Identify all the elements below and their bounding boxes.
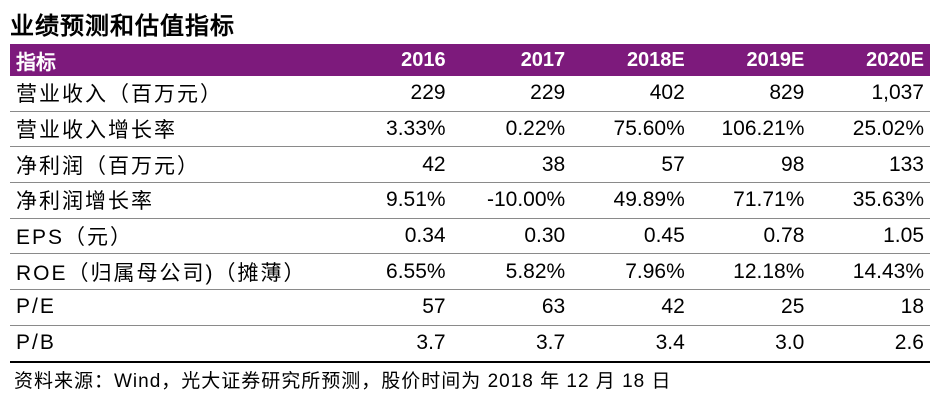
row-label: 营业收入（百万元）: [10, 76, 332, 112]
table-cell: 98: [690, 146, 811, 184]
row-label: 净利润（百万元）: [10, 146, 332, 184]
header-cell-2017: 2017: [451, 44, 572, 76]
table-cell: 1,037: [810, 76, 930, 112]
table-cell: 229: [451, 76, 572, 112]
table-cell: 75.60%: [571, 111, 691, 148]
table-cell: 7.96%: [571, 253, 691, 291]
table-cell: 9.51%: [332, 182, 452, 219]
table-cell: 0.34: [332, 218, 452, 255]
table-row: P/E 57 63 42 25 18: [10, 289, 930, 326]
table-cell: 3.4: [571, 325, 691, 363]
table-cell: 0.78: [690, 218, 811, 255]
table-cell: 38: [451, 146, 572, 184]
table-cell: 35.63%: [810, 182, 930, 219]
row-label: P/E: [10, 289, 332, 326]
table-cell: 5.82%: [451, 253, 572, 291]
table-row: EPS（元） 0.34 0.30 0.45 0.78 1.05: [10, 218, 930, 255]
table-cell: 18: [810, 289, 930, 326]
table-cell: 3.33%: [332, 111, 452, 148]
table-cell: 12.18%: [690, 253, 811, 291]
table-row: 净利润（百万元） 42 38 57 98 133: [10, 146, 930, 184]
row-label: 净利润增长率: [10, 182, 332, 219]
table-cell: 229: [332, 76, 452, 112]
table-cell: 49.89%: [571, 182, 691, 219]
forecast-valuation-table: 指标 2016 2017 2018E 2019E 2020E 营业收入（百万元）…: [10, 44, 930, 363]
table-cell: 25: [690, 289, 811, 326]
table-row: ROE（归属母公司)（摊薄） 6.55% 5.82% 7.96% 12.18% …: [10, 253, 930, 291]
table-row: 营业收入（百万元） 229 229 402 829 1,037: [10, 76, 930, 112]
header-cell-2018e: 2018E: [571, 44, 691, 76]
table-cell: 6.55%: [332, 253, 452, 291]
table-cell: 1.05: [810, 218, 930, 255]
table-cell: -10.00%: [451, 182, 572, 219]
table-cell: 0.30: [451, 218, 572, 255]
table-cell: 133: [810, 146, 930, 184]
table-cell: 25.02%: [810, 111, 930, 148]
row-label: EPS（元）: [10, 218, 332, 255]
table-cell: 402: [571, 76, 691, 112]
table-cell: 42: [571, 289, 691, 326]
table-cell: 63: [451, 289, 572, 326]
table-cell: 0.45: [571, 218, 691, 255]
table-row: 净利润增长率 9.51% -10.00% 49.89% 71.71% 35.63…: [10, 182, 930, 219]
table-cell: 2.6: [810, 325, 930, 363]
table-cell: 3.0: [690, 325, 811, 363]
header-cell-indicator: 指标: [10, 44, 332, 76]
table-cell: 829: [690, 76, 811, 112]
table-cell: 106.21%: [690, 111, 811, 148]
table-title: 业绩预测和估值指标: [10, 12, 235, 40]
row-label: ROE（归属母公司)（摊薄）: [10, 253, 332, 291]
header-cell-2016: 2016: [332, 44, 452, 76]
row-label: P/B: [10, 325, 332, 363]
table-cell: 0.22%: [451, 111, 572, 148]
table-cell: 71.71%: [690, 182, 811, 219]
table-cell: 3.7: [451, 325, 572, 363]
table-row: 营业收入增长率 3.33% 0.22% 75.60% 106.21% 25.02…: [10, 111, 930, 148]
header-cell-2019e: 2019E: [690, 44, 811, 76]
table-header-row: 指标 2016 2017 2018E 2019E 2020E: [10, 44, 930, 76]
table-cell: 42: [332, 146, 452, 184]
table-cell: 57: [332, 289, 452, 326]
header-cell-2020e: 2020E: [810, 44, 930, 76]
table-cell: 14.43%: [810, 253, 930, 291]
source-note: 资料来源：Wind，光大证券研究所预测，股价时间为 2018 年 12 月 18…: [14, 371, 672, 392]
table-row: P/B 3.7 3.7 3.4 3.0 2.6: [10, 325, 930, 363]
table-cell: 3.7: [332, 325, 452, 363]
row-label: 营业收入增长率: [10, 111, 332, 148]
table-cell: 57: [571, 146, 691, 184]
